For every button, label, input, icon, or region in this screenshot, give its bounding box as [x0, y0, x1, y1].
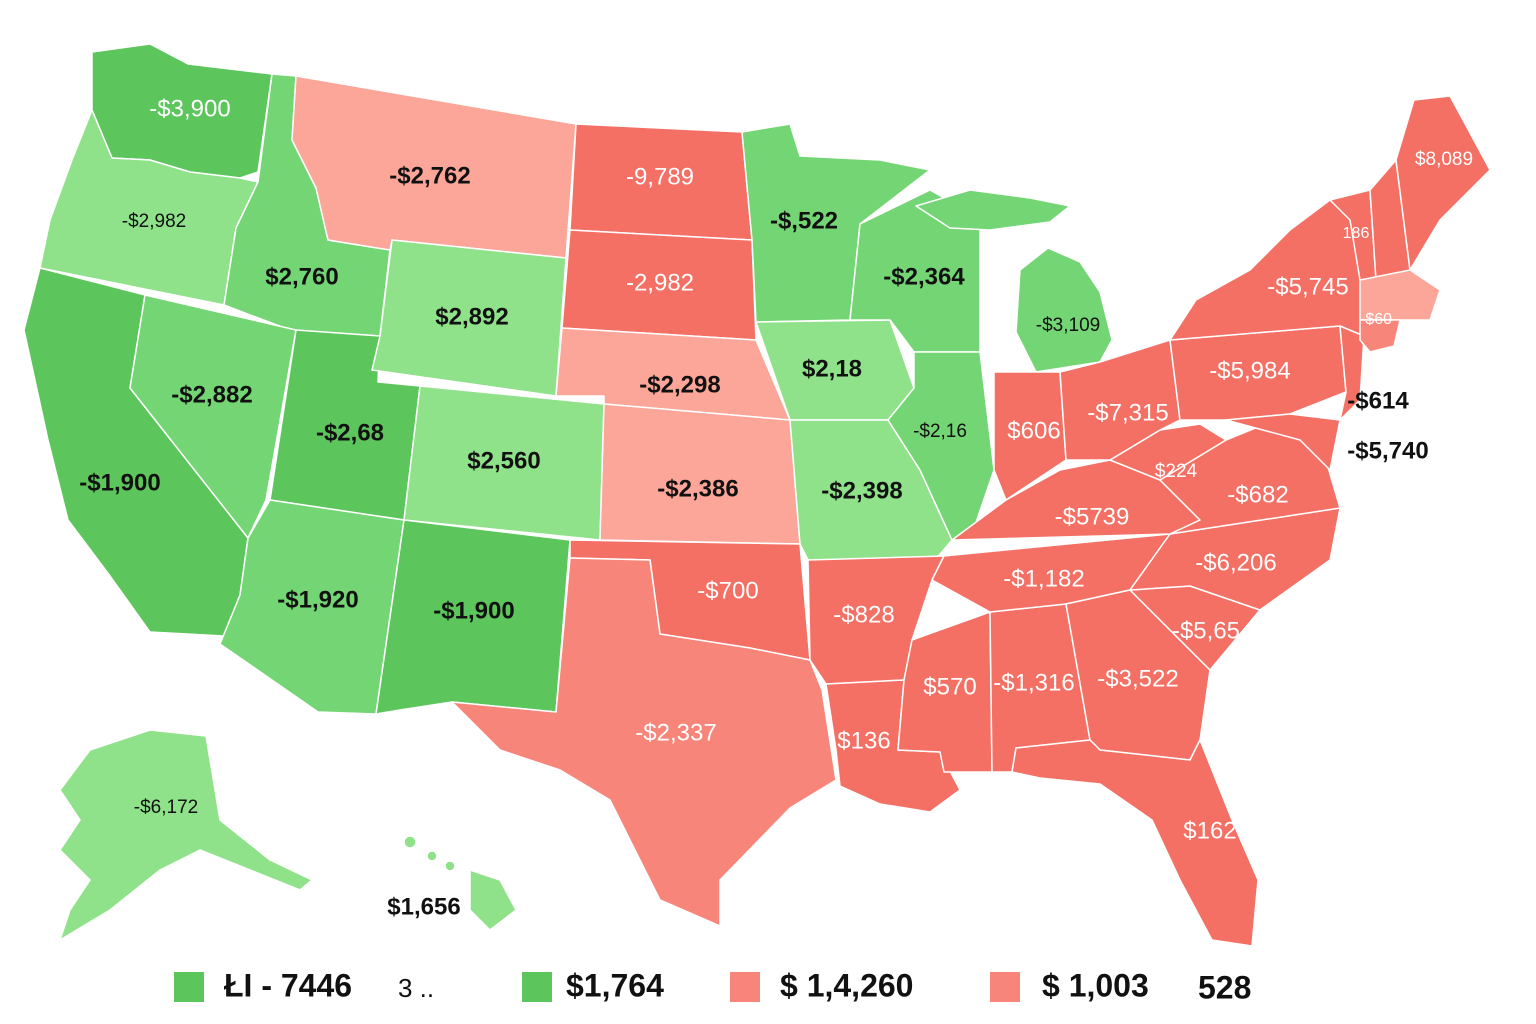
- label-sd: -2,982: [626, 269, 694, 296]
- legend-label: ŁI - 7446: [224, 967, 352, 1003]
- label-wi: -$2,364: [883, 263, 965, 290]
- label-az: -$1,920: [277, 586, 358, 613]
- label-wv: $224: [1155, 461, 1198, 482]
- state-mi-lp[interactable]: [1015, 247, 1113, 373]
- legend-label: $1,764: [566, 967, 664, 1003]
- label-ne: -$2,298: [639, 371, 720, 398]
- label-nv: -$2,882: [171, 381, 252, 408]
- label-mt: -$2,762: [389, 162, 470, 189]
- label-la: $136: [837, 727, 890, 754]
- state-mi-up[interactable]: [915, 189, 1071, 231]
- state-mn[interactable]: [741, 123, 931, 323]
- state-tx[interactable]: [451, 557, 837, 927]
- label-ar: -$828: [833, 601, 894, 628]
- legend: ŁI - 7446 3 .. $1,764 $ 1,4,260 $ 1,003 …: [174, 967, 1251, 1005]
- legend-swatch: [730, 972, 760, 1002]
- state-ct[interactable]: [1359, 319, 1401, 353]
- label-ga: -$3,522: [1097, 665, 1178, 692]
- state-hi-isle-1: [403, 835, 417, 849]
- state-ny[interactable]: [1169, 199, 1381, 341]
- label-nm: -$1,900: [433, 597, 514, 624]
- label-al: -$1,316: [993, 669, 1074, 696]
- label-ok: -$700: [697, 577, 758, 604]
- state-nv[interactable]: [129, 294, 297, 539]
- label-tn: -$1,182: [1003, 565, 1084, 592]
- label-me: $8,089: [1415, 149, 1473, 170]
- label-mi: -$3,109: [1036, 315, 1100, 336]
- state-ak[interactable]: [59, 729, 313, 941]
- legend-swatch: [174, 972, 204, 1002]
- legend-item: $ 1,4,260: [730, 967, 913, 1003]
- label-ut: -$2,68: [316, 419, 384, 446]
- label-il: -$2,16: [913, 421, 967, 442]
- label-id: $2,760: [265, 263, 338, 290]
- legend-item: ŁI - 7446 3 ..: [174, 967, 434, 1003]
- label-hi: $1,656: [387, 893, 460, 920]
- legend-swatch: [522, 972, 552, 1002]
- label-nj: -$614: [1347, 387, 1409, 414]
- legend-label: $ 1,003: [1042, 967, 1149, 1003]
- state-ks[interactable]: [599, 403, 801, 545]
- state-hi-isle-3: [444, 860, 456, 872]
- label-or: -$2,982: [122, 211, 186, 232]
- label-pa: -$5,984: [1209, 357, 1290, 384]
- label-ak: -$6,172: [134, 797, 198, 818]
- state-labels: -$3,900 -$2,982 -$1,900 $2,760 -$2,882 -…: [79, 95, 1473, 920]
- state-md[interactable]: [1225, 413, 1341, 471]
- label-ia: $2,18: [802, 355, 862, 382]
- state-hi-isle-2: [426, 850, 438, 862]
- label-ms: $570: [923, 673, 976, 700]
- label-ky: -$5739: [1055, 503, 1130, 530]
- label-sc: -$5,65: [1172, 617, 1240, 644]
- label-in: $606: [1007, 417, 1060, 444]
- state-wy[interactable]: [371, 239, 567, 397]
- legend-item: $ 1,003 528: [990, 967, 1251, 1005]
- state-hi[interactable]: [469, 869, 517, 931]
- label-ca: -$1,900: [79, 469, 160, 496]
- state-oh[interactable]: [1059, 339, 1181, 461]
- label-oh: -$7,315: [1087, 399, 1168, 426]
- label-mn: -$,522: [770, 207, 838, 234]
- label-ks: -$2,386: [657, 475, 738, 502]
- label-va: -$682: [1227, 481, 1288, 508]
- label-tx: -$2,337: [635, 719, 716, 746]
- state-in[interactable]: [993, 371, 1067, 501]
- state-va[interactable]: [1159, 413, 1341, 535]
- legend-extra: 528: [1198, 969, 1251, 1005]
- legend-item: $1,764: [522, 967, 664, 1003]
- state-fl[interactable]: [1011, 739, 1259, 947]
- label-vt: 186: [1343, 225, 1370, 242]
- label-ny: -$5,745: [1267, 273, 1348, 300]
- label-nd: -9,789: [626, 163, 694, 190]
- legend-extra: 3 ..: [398, 973, 434, 1003]
- label-wa: -$3,900: [149, 95, 230, 122]
- legend-swatch: [990, 972, 1020, 1002]
- legend-label: $ 1,4,260: [780, 967, 913, 1003]
- label-md: -$5,740: [1347, 437, 1428, 464]
- label-ma: -$60: [1360, 311, 1392, 328]
- label-fl: $162: [1183, 817, 1236, 844]
- state-me[interactable]: [1395, 95, 1491, 271]
- label-co: $2,560: [467, 447, 540, 474]
- label-nc: -$6,206: [1195, 549, 1276, 576]
- label-wy: $2,892: [435, 303, 508, 330]
- label-mo: -$2,398: [821, 477, 902, 504]
